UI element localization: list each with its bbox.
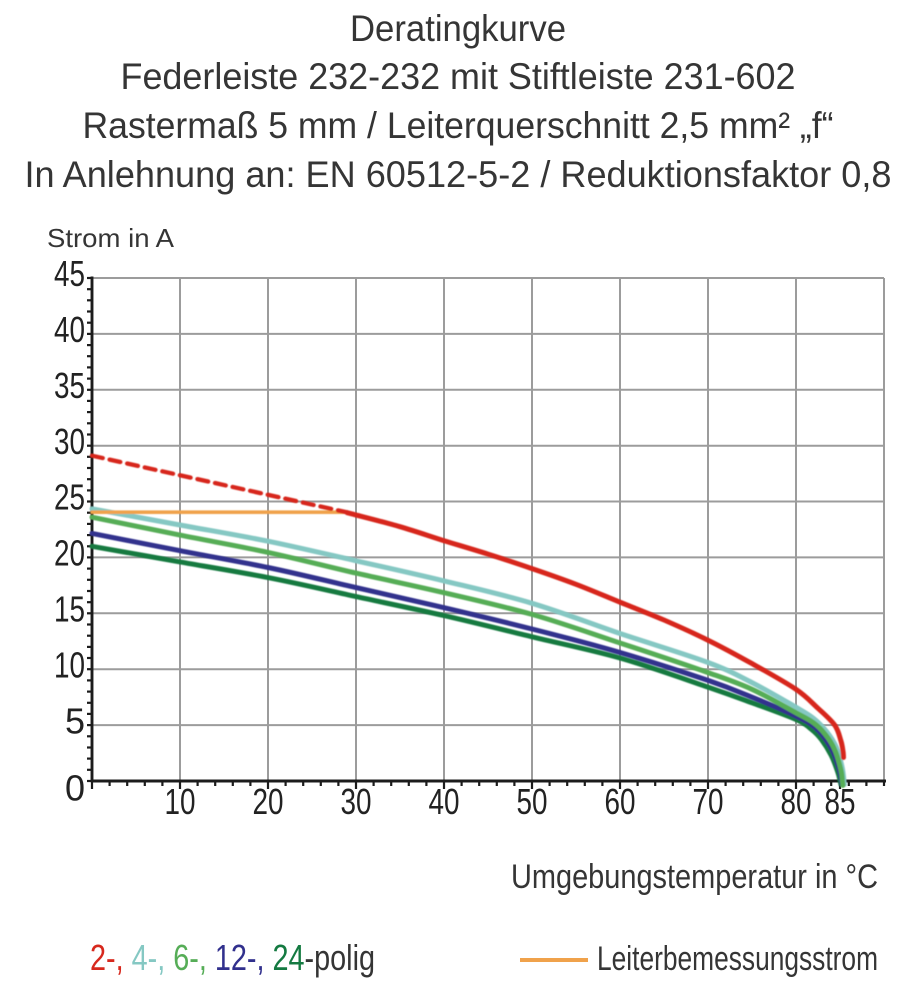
svg-text:5: 5 (65, 700, 85, 741)
svg-text:40: 40 (429, 781, 460, 822)
svg-text:In Anlehnung an: EN 60512-5-2: In Anlehnung an: EN 60512-5-2 / Reduktio… (25, 154, 892, 195)
svg-text:20: 20 (54, 533, 85, 574)
svg-text:Deratingkurve: Deratingkurve (350, 8, 566, 49)
svg-text:15: 15 (54, 589, 85, 630)
svg-text:10: 10 (54, 644, 85, 685)
svg-text:35: 35 (54, 365, 85, 406)
svg-text:80: 80 (781, 781, 812, 822)
svg-text:20: 20 (253, 781, 284, 822)
svg-text:Leiterbemessungsstrom: Leiterbemessungsstrom (597, 940, 878, 978)
svg-text:Federleiste 232-232 mit Stiftl: Federleiste 232-232 mit Stiftleiste 231-… (121, 56, 796, 97)
svg-text:30: 30 (341, 781, 372, 822)
svg-text:85: 85 (825, 781, 856, 822)
svg-text:0: 0 (65, 768, 85, 809)
svg-text:Rastermaß 5 mm / Leiterquersch: Rastermaß 5 mm / Leiterquerschnitt 2,5 m… (83, 105, 834, 146)
svg-text:2-, 4-, 6-, 12-, 24-polig: 2-, 4-, 6-, 12-, 24-polig (90, 937, 375, 978)
svg-text:Strom in A: Strom in A (47, 223, 175, 253)
svg-text:70: 70 (693, 781, 724, 822)
svg-text:45: 45 (54, 253, 85, 294)
svg-text:40: 40 (54, 309, 85, 350)
svg-text:50: 50 (517, 781, 548, 822)
svg-text:60: 60 (605, 781, 636, 822)
svg-text:25: 25 (54, 477, 85, 518)
svg-text:10: 10 (165, 781, 196, 822)
svg-text:30: 30 (54, 421, 85, 462)
svg-text:Umgebungstemperatur in °C: Umgebungstemperatur in °C (511, 858, 878, 896)
